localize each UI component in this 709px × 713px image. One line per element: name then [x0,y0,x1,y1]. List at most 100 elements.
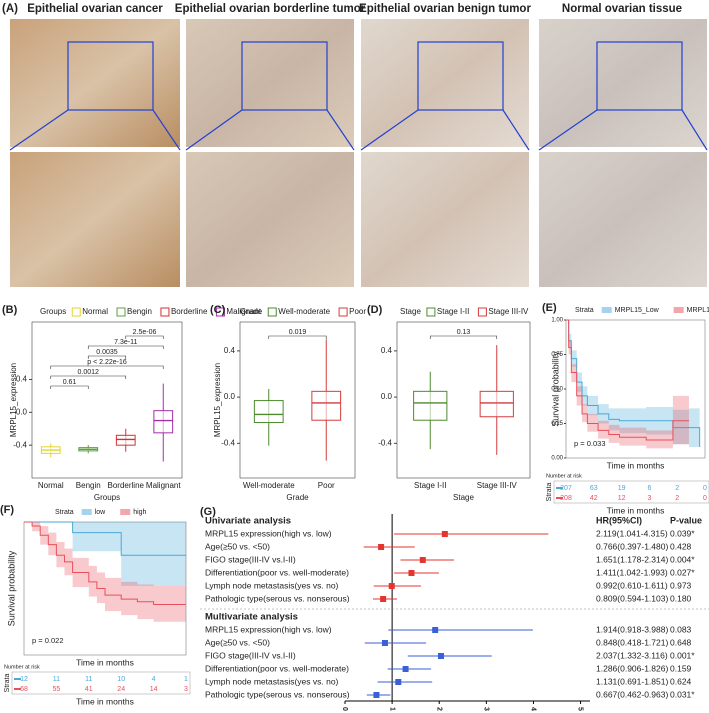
legend-title: Stage [400,307,421,316]
box [413,390,448,421]
panel-label: (F) [0,504,14,516]
x-tick-label: Stage I-II [414,481,446,490]
p-value: 0.031* [670,689,695,699]
legend-label: Well-moderate [278,307,330,316]
p-value: p = 0.022 [32,636,64,645]
hr-label: 2.119(1.041-4.315) [596,528,668,538]
at-risk-count: 12 [20,676,28,683]
plot-bg [565,319,706,459]
y-tick-label: 0.00 [551,456,563,462]
row-label: Age(≥50 vs. <50) [205,637,270,647]
y-axis-label: Survival probability [6,550,16,626]
hazard-ratio [441,531,448,537]
at-risk-count: 11 [85,676,92,683]
comparison-label: 7.3e-11 [114,339,137,346]
at-risk-count: 0 [703,495,707,502]
legend-swatch [116,307,126,317]
y-tick-label: -0.4 [378,438,392,447]
at-risk-count: 6 [647,485,651,492]
confidence-band [24,522,186,622]
bracket [87,345,164,349]
hazard-ratio [380,596,387,602]
column-title: Epithelial ovarian borderline tumor [175,3,366,15]
hazard-ratio [402,666,409,672]
row-label: Differentiation(poor vs. well-moderate) [205,663,349,673]
legend-title: Strata [55,509,74,516]
box [115,434,136,446]
x-axis-label: Grade [286,493,309,502]
legend-label: Malignant [226,307,261,316]
hr-label: 1.914(0.918-3.988) [596,624,668,634]
hr-label: 1.651(1.178-2.314) [596,554,668,564]
x-tick-label: Borderline [108,481,145,490]
micrograph [186,19,354,147]
hr-label: 1.411(1.042-1.993) [596,567,668,577]
panel-label: (A) [2,3,18,15]
p-value: 0.001* [670,650,695,660]
row-label: Differentiation(poor vs. well-moderate) [205,567,349,577]
legend-label: Borderline [171,307,208,316]
legend-swatch [160,307,170,317]
row-label: FIGO stage(III-IV vs.I-II) [205,554,296,564]
row-label: MRPL15 expression(high vs. low) [205,528,332,538]
column-header: P-value [670,515,702,525]
confidence-band [566,320,700,457]
x-tick-label: Stage III-IV [477,481,518,490]
x-tick-label: 5 [577,707,584,711]
plot-frame [239,321,356,479]
comparison-label: 0.0012 [78,369,100,376]
legend-title: Strata [575,307,594,314]
bracket [429,335,498,339]
box [479,390,514,418]
p-value: 0.624 [670,676,692,686]
y-tick-label: 0.75 [551,352,563,358]
bracket [87,355,127,359]
risk-title: Number at risk [4,664,40,670]
at-risk-count: 68 [20,686,28,693]
at-risk-count: 2 [675,485,679,492]
p-value: 0.159 [670,663,692,673]
at-risk-count: 12 [618,495,626,502]
at-risk-count: 4 [152,676,156,683]
row-label: FIGO stage(III-IV vs.I-II) [205,650,296,660]
micrograph [10,152,180,287]
panel-label: (D) [367,304,383,316]
at-risk-count: 3 [647,495,651,502]
at-risk-count: 10 [117,676,125,683]
row-label: MRPL15 expression(high vs. low) [205,624,332,634]
row-label: Age(≥50 vs. <50) [205,541,270,551]
bracket [50,375,127,379]
section-title: Univariate analysis [205,516,291,527]
hr-label: 0.848(0.418-1.721) [596,637,668,647]
row-label: Pathologic type(serous vs. nonserous) [205,593,350,603]
legend-swatch [477,307,487,317]
row-label: Pathologic type(serous vs. nonserous) [205,689,350,699]
legend-swatch [267,307,277,317]
hr-label: 1.131(0.691-1.851) [596,676,668,686]
plot-frame [396,321,531,479]
y-axis-label: MRPL15_expression [9,363,18,437]
panel-label: (C) [210,304,226,316]
legend-swatch [338,307,348,317]
row-label: Lymph node metastasis(yes vs. no) [205,676,339,686]
panel-label: (B) [2,304,18,316]
x-axis-label: Groups [94,493,120,502]
legend-swatch [81,509,92,515]
at-risk-count: 19 [618,485,626,492]
at-risk-count: 3 [184,686,188,693]
micrograph [539,152,707,287]
legend-swatch [71,307,81,317]
x-tick-label: Normal [38,481,64,490]
box [253,400,284,424]
hazard-ratio [432,627,439,633]
legend-label: MRPL15_Low [615,307,660,314]
at-risk-count: 2 [675,495,679,502]
comparison-label: 0.13 [457,329,471,336]
x-tick-label: Bengin [76,481,101,490]
legend-label: high [133,509,146,516]
section-title: Multivariate analysis [205,612,298,623]
at-risk-count: 208 [560,495,572,502]
bracket [50,365,164,369]
legend-label: MRPL15_high [687,307,709,314]
